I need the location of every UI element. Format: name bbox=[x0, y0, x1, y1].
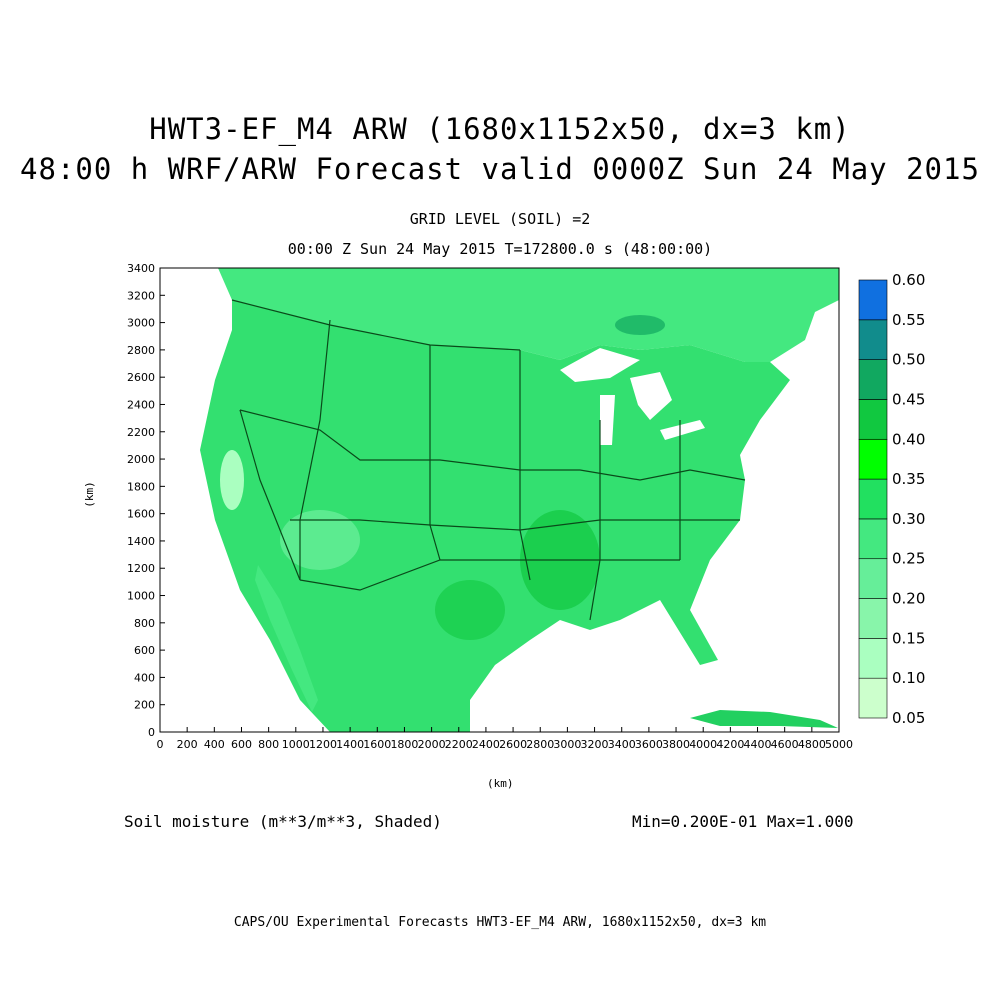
x-tick-label: 2200 bbox=[445, 738, 473, 751]
x-tick-label: 2600 bbox=[499, 738, 527, 751]
x-tick-label: 1800 bbox=[390, 738, 418, 751]
x-tick-label: 3400 bbox=[608, 738, 636, 751]
y-tick-label: 200 bbox=[134, 699, 155, 712]
lake-michigan bbox=[600, 395, 615, 445]
x-tick-label: 5000 bbox=[825, 738, 853, 751]
plot-frame bbox=[159, 267, 840, 733]
x-axis-unit: (km) bbox=[487, 777, 514, 790]
colorbar-swatch bbox=[858, 638, 888, 679]
y-tick-label: 400 bbox=[134, 671, 155, 684]
colorbar-label: 0.60 bbox=[892, 271, 925, 289]
colorbar: 0.05 0.10 0.15 0.20 0.25 0.30 0.35 0.40 0.45 0.50… bbox=[858, 271, 925, 727]
lake-superior bbox=[560, 348, 640, 382]
variable-label: Soil moisture (m**3/m**3, Shaded) bbox=[124, 812, 442, 831]
lake-erie bbox=[660, 420, 705, 440]
x-tick-label: 1200 bbox=[309, 738, 337, 751]
x-tick-label: 1400 bbox=[336, 738, 364, 751]
x-tick-label: 3800 bbox=[662, 738, 690, 751]
colorbar-swatch bbox=[858, 279, 888, 321]
colorbar-swatch bbox=[858, 478, 888, 520]
y-tick-label: 1600 bbox=[127, 508, 155, 521]
y-tick-label: 1400 bbox=[127, 535, 155, 548]
x-tick-label: 4800 bbox=[798, 738, 826, 751]
y-axis-ticks: 0 200 400 600 800 1000 1200 1400 1600 1800 2000 220… bbox=[127, 262, 165, 739]
x-tick-label: 1600 bbox=[363, 738, 391, 751]
x-tick-label: 2800 bbox=[526, 738, 554, 751]
wet-patch-quebec bbox=[615, 315, 665, 335]
colorbar-swatch bbox=[858, 558, 888, 599]
colorbar-label: 0.10 bbox=[892, 669, 925, 687]
y-tick-label: 2600 bbox=[127, 371, 155, 384]
colorbar-label: 0.40 bbox=[892, 430, 925, 448]
x-tick-label: 4600 bbox=[771, 738, 799, 751]
map-title-line1: HWT3-EF_M4 ARW (1680x1152x50, dx=3 km) bbox=[149, 112, 851, 146]
y-tick-label: 600 bbox=[134, 644, 155, 657]
map-title-line2: 48:00 h WRF/ARW Forecast valid 0000Z Sun… bbox=[20, 152, 980, 186]
colorbar-swatch bbox=[858, 518, 888, 560]
colorbar-swatch bbox=[858, 677, 888, 719]
x-tick-label: 4400 bbox=[744, 738, 772, 751]
x-tick-label: 3200 bbox=[581, 738, 609, 751]
y-tick-label: 2200 bbox=[127, 426, 155, 439]
y-tick-label: 0 bbox=[148, 726, 155, 739]
y-tick-label: 2800 bbox=[127, 344, 155, 357]
x-tick-label: 200 bbox=[177, 738, 198, 751]
y-tick-label: 2400 bbox=[127, 398, 155, 411]
colorbar-label: 0.15 bbox=[892, 629, 925, 647]
colorbar-label: 0.20 bbox=[892, 590, 925, 608]
colorbar-label: 0.35 bbox=[892, 470, 925, 488]
x-tick-label: 400 bbox=[204, 738, 225, 751]
footer-credit: CAPS/OU Experimental Forecasts HWT3-EF_M… bbox=[233, 915, 767, 930]
x-tick-label: 3600 bbox=[635, 738, 663, 751]
x-axis-ticks: 0 200 400 600 800 1000 1200 1400 1600 1800 2000 220… bbox=[157, 727, 853, 751]
y-tick-label: 1200 bbox=[127, 562, 155, 575]
colorbar-label: 0.55 bbox=[892, 311, 925, 329]
colorbar-swatch bbox=[858, 598, 888, 639]
x-tick-label: 2000 bbox=[418, 738, 446, 751]
land-canada bbox=[218, 268, 839, 362]
y-tick-label: 2000 bbox=[127, 453, 155, 466]
x-tick-label: 1000 bbox=[282, 738, 310, 751]
valid-time-label: 00:00 Z Sun 24 May 2015 T=172800.0 s (48… bbox=[287, 240, 713, 258]
colorbar-label: 0.45 bbox=[892, 390, 925, 408]
x-tick-label: 2400 bbox=[472, 738, 500, 751]
y-axis-unit: (km) bbox=[82, 481, 96, 508]
x-tick-label: 3000 bbox=[553, 738, 581, 751]
colorbar-label: 0.25 bbox=[892, 550, 925, 568]
map-area bbox=[160, 268, 839, 732]
x-tick-label: 0 bbox=[157, 738, 164, 751]
y-tick-label: 800 bbox=[134, 617, 155, 630]
x-tick-label: 600 bbox=[231, 738, 252, 751]
y-tick-label: 1000 bbox=[127, 590, 155, 603]
y-tick-label: 1800 bbox=[127, 480, 155, 493]
x-tick-label: 4000 bbox=[689, 738, 717, 751]
state-boundaries bbox=[231, 299, 746, 621]
grid-level-label: GRID LEVEL (SOIL) =2 bbox=[409, 210, 591, 228]
x-tick-label: 800 bbox=[258, 738, 279, 751]
y-tick-label: 3400 bbox=[127, 262, 155, 275]
colorbar-swatch bbox=[858, 399, 888, 440]
lake-huron bbox=[630, 372, 672, 420]
min-max-label: Min=0.200E-01 Max=1.000 bbox=[632, 812, 854, 831]
land-baja bbox=[255, 565, 318, 712]
x-tick-label: 4200 bbox=[716, 738, 744, 751]
y-tick-label: 3200 bbox=[127, 289, 155, 302]
land-cuba bbox=[690, 710, 838, 728]
y-tick-label: 3000 bbox=[127, 317, 155, 330]
colorbar-label: 0.05 bbox=[892, 709, 925, 727]
colorbar-swatch bbox=[858, 359, 888, 400]
colorbar-swatch bbox=[858, 438, 888, 480]
dry-patch-california bbox=[220, 450, 244, 510]
colorbar-label: 0.50 bbox=[892, 351, 925, 369]
colorbar-label: 0.30 bbox=[892, 510, 925, 528]
wet-patch-texas bbox=[435, 580, 505, 640]
colorbar-swatch bbox=[858, 319, 888, 360]
